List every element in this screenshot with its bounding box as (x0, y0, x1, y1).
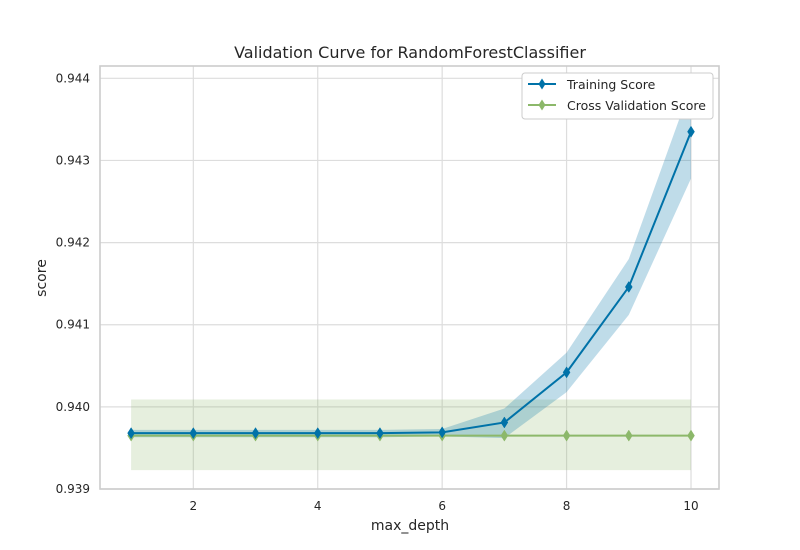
legend: Training Score Cross Validation Score (521, 72, 714, 120)
plot-frame (99, 65, 720, 490)
training-score-point (313, 427, 322, 440)
legend-training-marker (538, 78, 546, 90)
x-tick-label: 8 (563, 499, 571, 513)
training-score-point (251, 427, 260, 440)
x-tick-label: 4 (314, 499, 322, 513)
training-score-point (438, 426, 446, 439)
series-lines (131, 131, 692, 437)
legend-cv-label: Cross Validation Score (567, 98, 706, 113)
training-score-point (562, 366, 571, 379)
y-tick-label: 0.943 (56, 153, 90, 167)
chart-title: Validation Curve for RandomForestClassif… (234, 43, 586, 62)
x-tick-labels: 2 4 6 8 10 (189, 499, 698, 513)
training-score-point (624, 280, 633, 293)
x-tick-label: 10 (683, 499, 698, 513)
y-tick-label: 0.944 (56, 71, 90, 85)
series-markers (127, 125, 695, 442)
training-score-point (376, 427, 384, 440)
cv-score-point (562, 429, 571, 442)
cv-score-point (624, 429, 633, 442)
y-tick-label: 0.942 (56, 236, 90, 250)
x-axis-label: max_depth (371, 518, 449, 534)
training-score-line (131, 131, 692, 435)
y-tick-label: 0.940 (56, 400, 90, 414)
y-tick-label: 0.941 (56, 318, 90, 332)
cv-score-point (687, 429, 695, 442)
training-score-point (127, 427, 135, 440)
y-tick-label: 0.939 (56, 482, 90, 496)
y-tick-labels: 0.939 0.940 0.941 0.942 0.943 0.944 (56, 71, 90, 496)
legend-box (521, 72, 714, 120)
plot-area (100, 66, 719, 489)
x-tick-label: 6 (438, 499, 446, 513)
training-score-point (189, 427, 198, 440)
training-score-point (500, 416, 509, 429)
cv-score-point (500, 429, 509, 442)
x-tick-label: 2 (189, 499, 197, 513)
training-score-point (687, 125, 695, 138)
y-axis-label: score (34, 259, 50, 297)
legend-cv-marker (538, 99, 546, 111)
legend-training-label: Training Score (566, 77, 656, 92)
